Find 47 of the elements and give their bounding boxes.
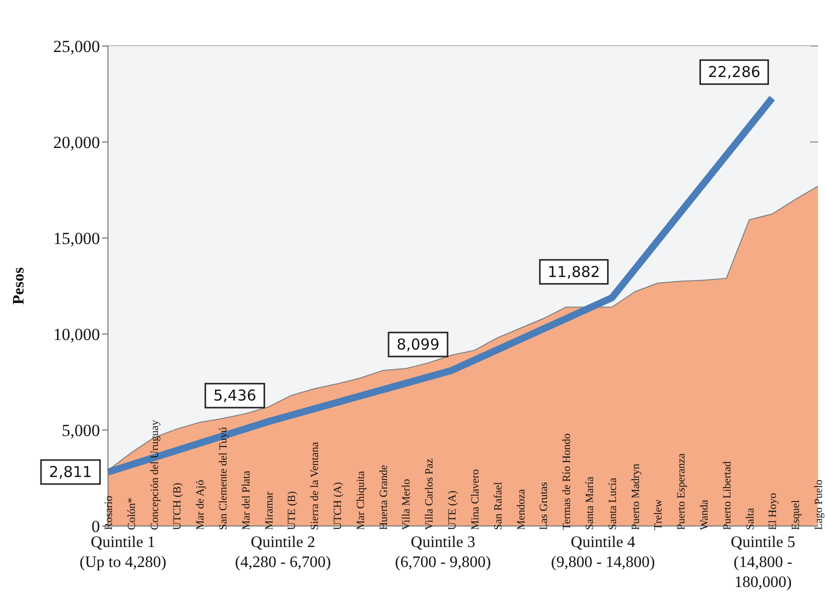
x-tick-label: Esquel [790,500,802,530]
x-tick-label: Mar de Ajó [194,479,207,530]
y-tick-label: 20,000 [53,133,100,152]
x-tick-label: Villa Merlo [400,478,413,530]
x-tick-label: Mendoza [515,488,528,530]
text: Quintile 4 (9,800 - 14,800) [550,533,656,573]
data-label: 22,286 [708,63,760,82]
data-label: 11,882 [548,262,600,281]
data-label: 8,099 [396,336,440,354]
x-tick-label: Wanda [698,500,710,530]
y-tick-label: 15,000 [53,229,100,248]
x-tick-label: Mar del Plata [240,470,252,530]
x-tick-label: Mar Chiquita [354,470,367,530]
x-tick-label: Puerto Esperanza [676,453,688,530]
x-tick-label: UTE (A) [446,490,459,530]
x-tick-label: El Hoyo [767,492,780,530]
x-tick-label: UTCH (A) [332,482,344,530]
x-tick-label: Colón* [126,498,138,530]
x-tick-label: San Clemente del Tuyú [218,426,230,530]
x-tick-label: Mina Clavero [469,468,482,530]
x-tick-label: Miramar [263,491,276,530]
x-tick-label: Sierra de la Ventana [309,442,322,530]
x-tick-label: Las Grutas [538,482,550,530]
x-tick-label: Trelew [652,499,665,530]
data-label: 5,436 [213,386,256,405]
x-tick-label: Puerto Madryn [630,463,642,530]
x-tick-label: Salta [744,508,756,530]
y-tick-label: 25,000 [53,37,100,56]
y-axis-title: Pesos [10,267,28,305]
text: Quintile 3 (6,700 - 9,800) [394,533,492,573]
x-tick-label: Rosario [103,495,115,530]
x-tick-label: Huerta Grande [378,464,390,530]
data-label: 2,811 [49,463,92,482]
x-tick-label: UTE (B) [286,490,298,530]
x-tick-label: Lago Puelo [813,479,825,530]
x-tick-label: Santa María [584,476,596,530]
text: Quintile 5 (14,800 - 180,000) [730,533,796,593]
x-tick-label: Santa Lucía [606,478,619,530]
x-tick-label: Puerto Libertad [721,460,734,530]
x-tick-label: Concepción del Uruguay [148,420,161,530]
y-tick-label: 5,000 [62,421,100,440]
y-tick-label: 10,000 [53,325,100,344]
x-tick-label: Villa Carlos Paz [424,458,436,530]
x-tick-label: San Rafael [492,482,504,530]
x-tick-label: UTCH (B) [172,482,184,530]
x-tick-label: Termas de Río Hondo [561,432,574,530]
text: Quintile 2 (4,280 - 6,700) [234,533,332,573]
